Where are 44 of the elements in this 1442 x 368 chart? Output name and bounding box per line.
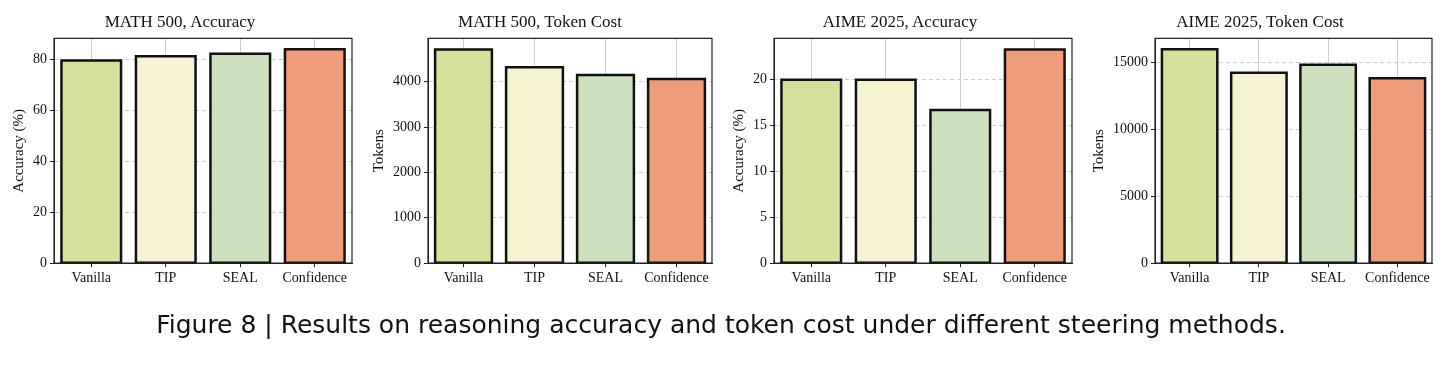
- x-tick-label: SEAL: [1310, 270, 1346, 286]
- y-tick-label: 4000: [393, 73, 421, 89]
- y-axis-title: Tokens: [369, 129, 386, 173]
- y-tick-label: 80: [33, 51, 47, 67]
- y-tick-label: 0: [760, 254, 767, 270]
- y-tick-label: 15: [753, 117, 767, 133]
- chart-title: AIME 2025, Accuracy: [822, 11, 978, 31]
- x-tick-label: Vanilla: [791, 270, 832, 286]
- y-axis-title: Tokens: [1089, 129, 1106, 173]
- chart-title: AIME 2025, Token Cost: [1176, 11, 1345, 31]
- x-tick-label: TIP: [155, 270, 177, 286]
- caption: Figure 8 | Results on reasoning accuracy and token cost under different steering methods.: [155, 310, 1287, 339]
- y-tick-label: 5000: [1120, 187, 1148, 203]
- x-tick-label: Confidence: [644, 270, 709, 286]
- y-tick-label: 0: [1141, 254, 1148, 270]
- y-tick-label: 3000: [393, 118, 421, 134]
- y-tick-label: 10000: [1113, 120, 1148, 136]
- x-tick-label: Vanilla: [71, 270, 112, 286]
- y-tick-label: 20: [753, 71, 767, 87]
- y-tick-label: 5: [760, 208, 767, 224]
- y-tick-label: 20: [33, 203, 47, 219]
- y-tick-label: 1000: [393, 209, 421, 225]
- y-tick-label: 0: [40, 254, 47, 270]
- x-tick-label: SEAL: [942, 270, 978, 286]
- chart-title: MATH 500, Accuracy: [104, 11, 256, 31]
- x-tick-label: TIP: [524, 270, 546, 286]
- x-tick-label: SEAL: [222, 270, 258, 286]
- x-tick-label: TIP: [875, 270, 897, 286]
- y-tick-label: 0: [414, 254, 421, 270]
- x-tick-label: Confidence: [1002, 270, 1068, 286]
- y-tick-label: 15000: [1113, 53, 1148, 69]
- x-tick-label: Vanilla: [443, 270, 485, 286]
- x-tick-label: SEAL: [588, 270, 623, 286]
- y-tick-label: 40: [33, 153, 47, 169]
- chart-title: MATH 500, Token Cost: [458, 11, 623, 31]
- y-axis-title: Accuracy (%): [729, 108, 747, 193]
- x-tick-label: Vanilla: [1169, 270, 1211, 286]
- x-tick-label: Confidence: [282, 270, 348, 286]
- y-tick-label: 10: [753, 163, 767, 179]
- x-tick-label: TIP: [1248, 270, 1270, 286]
- y-tick-label: 2000: [393, 164, 421, 180]
- y-axis-title: Accuracy (%): [9, 108, 27, 193]
- y-tick-label: 60: [33, 102, 47, 118]
- x-tick-label: Confidence: [1365, 270, 1430, 286]
